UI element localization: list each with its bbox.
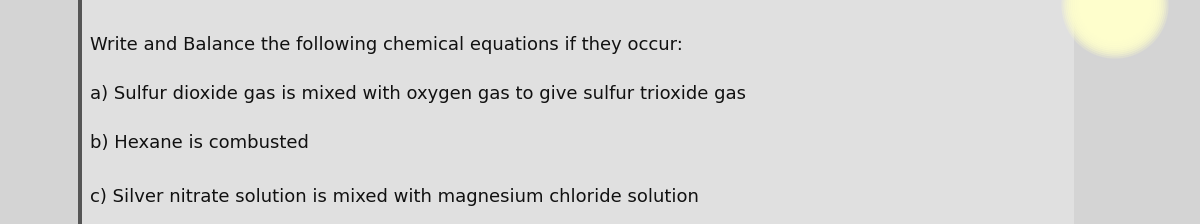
Circle shape [1092, 0, 1138, 28]
Text: Write and Balance the following chemical equations if they occur:: Write and Balance the following chemical… [90, 36, 683, 54]
Circle shape [1109, 0, 1121, 11]
Circle shape [1069, 0, 1160, 51]
Circle shape [1108, 0, 1122, 13]
Circle shape [1075, 0, 1154, 45]
Circle shape [1114, 3, 1117, 7]
Text: c) Silver nitrate solution is mixed with magnesium chloride solution: c) Silver nitrate solution is mixed with… [90, 188, 698, 206]
Circle shape [1102, 0, 1128, 18]
Circle shape [1072, 0, 1159, 49]
Circle shape [1082, 0, 1147, 37]
Circle shape [1081, 0, 1150, 39]
Circle shape [1088, 0, 1141, 32]
Circle shape [1091, 0, 1140, 30]
Circle shape [1094, 0, 1136, 26]
Circle shape [1068, 0, 1163, 52]
Circle shape [1105, 0, 1124, 15]
Circle shape [1104, 0, 1127, 16]
Circle shape [1086, 0, 1144, 33]
Circle shape [1096, 0, 1134, 24]
Circle shape [1111, 1, 1118, 9]
Circle shape [1062, 0, 1168, 58]
Circle shape [1073, 0, 1157, 47]
Circle shape [1100, 0, 1130, 20]
Circle shape [1063, 0, 1166, 56]
Circle shape [1078, 0, 1153, 43]
Circle shape [1066, 0, 1164, 54]
Circle shape [1098, 0, 1132, 22]
Circle shape [1085, 0, 1145, 35]
Text: b) Hexane is combusted: b) Hexane is combusted [90, 134, 308, 152]
Text: a) Sulfur dioxide gas is mixed with oxygen gas to give sulfur trioxide gas: a) Sulfur dioxide gas is mixed with oxyg… [90, 85, 746, 103]
Circle shape [1079, 0, 1151, 41]
